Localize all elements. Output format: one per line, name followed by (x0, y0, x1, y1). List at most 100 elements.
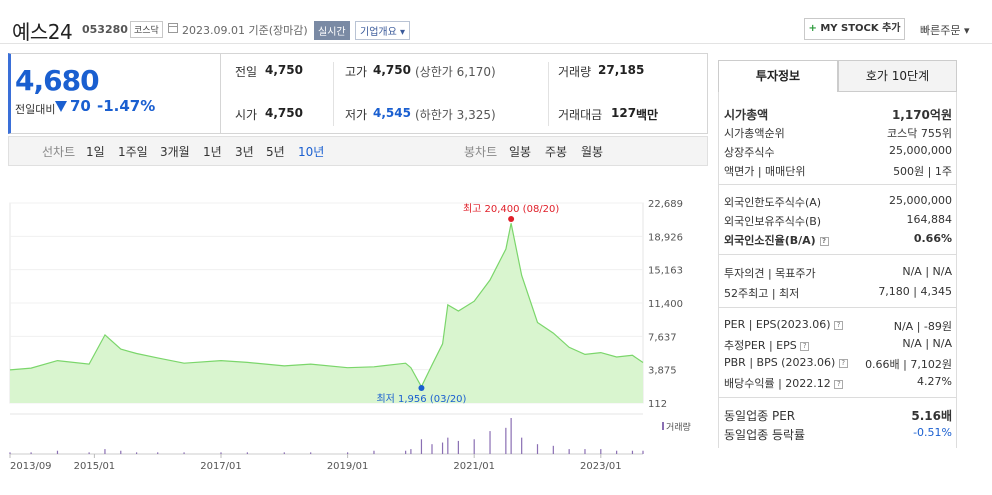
x-tick-label: 2013/09 (10, 461, 52, 472)
foreign-ratio-label: 외국인소진율(B/A) ? (724, 232, 829, 248)
plus-icon: + (808, 23, 817, 34)
prev-close-label: 전일 (235, 65, 258, 79)
price-stats-grid (220, 53, 708, 134)
opinion-label: 투자의견 | 목표주가 (724, 267, 816, 280)
opinion-value: N/A | N/A (902, 265, 952, 278)
amount-label: 거래대금 (558, 108, 603, 122)
week52-value: 7,180 | 4,345 (878, 285, 952, 298)
help-icon[interactable]: ? (834, 380, 844, 389)
tab-invest-info[interactable]: 투자정보 (718, 60, 838, 92)
help-icon[interactable]: ? (838, 359, 848, 368)
change-label: 전일대비 (15, 103, 56, 116)
tab-order-book[interactable]: 호가 10단계 (838, 60, 957, 92)
divider (718, 254, 957, 255)
tab-3month[interactable]: 3개월 (160, 145, 190, 159)
est-per-label: 추정PER | EPS ? (724, 337, 810, 353)
volume-bar (157, 452, 159, 454)
mcap-label: 시가총액 (724, 108, 769, 122)
volume-bar (600, 449, 602, 454)
volume-bar (441, 442, 444, 454)
base-date: 2023.09.01 기준(장마감) (182, 24, 308, 37)
stock-code: 053280 (82, 23, 128, 36)
volume-bar (489, 431, 491, 454)
volume-bar (88, 452, 90, 454)
volume-bar (457, 440, 459, 454)
foreign-hold-value: 164,884 (906, 213, 953, 226)
stock-header (0, 0, 992, 44)
industry-per-label[interactable]: 동일업종 PER (724, 409, 796, 423)
foreign-hold-label: 외국인보유주식수(B) (724, 215, 822, 228)
industry-rate-label[interactable]: 동일업종 등락률 (724, 428, 806, 442)
help-icon[interactable]: ? (819, 237, 829, 246)
prev-close-value: 4,750 (265, 63, 303, 77)
x-tick-label: 2017/01 (200, 461, 242, 472)
tab-5year[interactable]: 5년 (266, 145, 285, 159)
week52-label: 52주최고 | 최저 (724, 287, 800, 300)
price-area (10, 223, 643, 403)
company-overview-dropdown[interactable]: 기업개요 ▾ (355, 21, 410, 40)
high-marker (508, 216, 515, 222)
mcap-rank-value: 코스닥 755위 (887, 127, 952, 140)
tab-monthly[interactable]: 월봉 (581, 145, 604, 159)
divider (718, 307, 957, 308)
pbr-value: 0.66배 | 7,102원 (865, 358, 952, 371)
help-icon[interactable]: ? (834, 321, 844, 330)
stock-name: 예스24 (12, 20, 73, 44)
shares-value: 25,000,000 (889, 144, 952, 157)
industry-rate-value: -0.51% (913, 426, 952, 439)
help-icon[interactable]: ? (800, 342, 810, 351)
y-tick-label: 7,637 (648, 332, 677, 343)
add-mystock-label: MY STOCK 추가 (820, 23, 901, 34)
foreign-ratio-value: 0.66% (913, 232, 952, 245)
industry-per-value: 5.16배 (911, 409, 952, 423)
line-chart-label: 선차트 (42, 145, 76, 159)
tab-1year[interactable]: 1년 (203, 145, 222, 159)
price-chart: 22,689 18,926 15,163 11,400 7,637 3,875 112 최고 … (9, 199, 691, 472)
volume-label: 거래량 (558, 65, 592, 79)
x-tick-label: 2019/01 (327, 461, 369, 472)
per-value: N/A | -89원 (893, 320, 952, 333)
tab-weekly[interactable]: 주봉 (545, 145, 568, 159)
par-label: 액면가 | 매매단위 (724, 165, 806, 178)
realtime-button[interactable]: 실시간 (314, 21, 350, 40)
volume-bar (505, 427, 507, 454)
volume-bar (310, 452, 312, 454)
volume-bar (447, 437, 449, 454)
high-label: 최고 20,400 (08/20) (463, 203, 559, 215)
divider (718, 184, 957, 185)
foreign-ratio-text: 외국인소진율(B/A) (724, 234, 816, 247)
amount-value: 127 (611, 106, 637, 120)
calendar-icon (168, 23, 178, 33)
y-tick-label: 11,400 (648, 299, 683, 310)
quick-order-dropdown[interactable]: 빠른주문 ▾ (920, 24, 970, 37)
x-tick-label: 2021/01 (453, 461, 495, 472)
open-value: 4,750 (265, 106, 303, 120)
mcap-rank-label[interactable]: 시가총액순위 (724, 127, 785, 140)
volume-bar (521, 437, 523, 454)
volume-bar (104, 449, 106, 454)
tab-10year[interactable]: 10년 (298, 145, 325, 159)
mcap-value: 1,170억원 (891, 108, 952, 122)
est-per-value: N/A | N/A (902, 337, 952, 350)
add-mystock-button[interactable]: + MY STOCK 추가 (804, 18, 905, 40)
volume-bar (473, 439, 475, 454)
pbr-label: PBR | BPS (2023.06) ? (724, 356, 848, 369)
chart-period-bar (8, 136, 708, 166)
volume-bar (510, 418, 512, 454)
volume-bar (642, 450, 644, 454)
tab-3year[interactable]: 3년 (235, 145, 254, 159)
market-badge: 코스닥 (130, 21, 163, 38)
volume-bar (568, 449, 570, 454)
volume-bar (552, 445, 554, 454)
volume-bar (405, 450, 407, 454)
volume-legend-label: 거래량 (666, 421, 691, 433)
tab-daily[interactable]: 일봉 (509, 145, 532, 159)
shares-label: 상장주식수 (724, 146, 775, 159)
divider (718, 397, 957, 398)
tab-1day[interactable]: 1일 (86, 145, 105, 159)
volume-bar (56, 450, 59, 454)
high-label: 고가 (345, 65, 368, 79)
change-value: 70 (70, 97, 91, 115)
divider (548, 62, 549, 126)
tab-1week[interactable]: 1주일 (118, 145, 148, 159)
